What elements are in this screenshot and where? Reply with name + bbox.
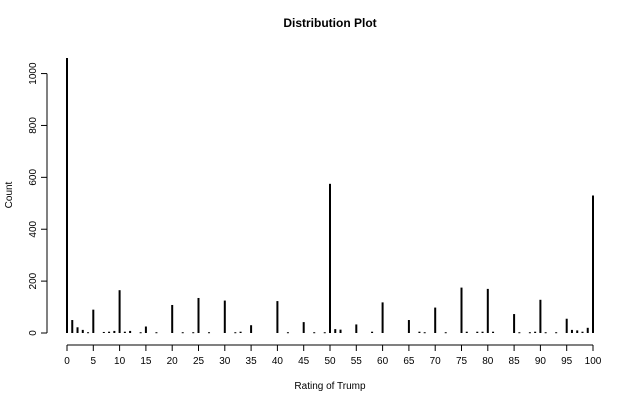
x-tick-label: 45 bbox=[298, 356, 310, 367]
bar bbox=[113, 330, 116, 333]
y-tick-label: 800 bbox=[28, 117, 39, 134]
chart-title: Distribution Plot bbox=[283, 16, 376, 30]
bar bbox=[555, 332, 558, 334]
bar bbox=[371, 331, 374, 333]
x-tick-label: 20 bbox=[167, 356, 179, 367]
bar bbox=[418, 331, 421, 333]
bar bbox=[465, 331, 468, 333]
bar bbox=[171, 304, 174, 333]
bar bbox=[581, 331, 584, 333]
x-tick-label: 25 bbox=[193, 356, 205, 367]
bar bbox=[528, 332, 531, 334]
bar bbox=[223, 300, 226, 333]
bar bbox=[329, 183, 331, 333]
bar bbox=[71, 320, 74, 333]
x-tick-label: 75 bbox=[456, 356, 468, 367]
bar bbox=[460, 287, 463, 333]
x-tick-label: 5 bbox=[91, 356, 97, 367]
bar bbox=[444, 332, 447, 334]
x-tick-label: 40 bbox=[272, 356, 284, 367]
bar bbox=[139, 332, 142, 334]
bar bbox=[108, 331, 111, 333]
bar bbox=[181, 332, 184, 334]
bar bbox=[355, 324, 358, 333]
x-tick-label: 85 bbox=[509, 356, 521, 367]
y-tick-label: 0 bbox=[28, 330, 39, 336]
bar bbox=[76, 327, 79, 333]
bars-group bbox=[66, 58, 594, 334]
y-tick-label: 600 bbox=[28, 169, 39, 186]
bar bbox=[302, 322, 305, 333]
bar bbox=[239, 331, 242, 333]
bar bbox=[592, 195, 594, 333]
bar bbox=[434, 307, 437, 333]
bar bbox=[339, 329, 342, 333]
bar bbox=[576, 330, 579, 333]
bar bbox=[534, 331, 537, 333]
bar bbox=[486, 288, 489, 333]
x-tick-label: 80 bbox=[482, 356, 494, 367]
bar bbox=[87, 332, 90, 334]
x-tick-label: 35 bbox=[246, 356, 258, 367]
bar bbox=[234, 332, 237, 334]
bar bbox=[313, 332, 316, 334]
bar bbox=[286, 332, 289, 334]
bar bbox=[81, 329, 84, 333]
x-axis-label: Rating of Trump bbox=[294, 381, 366, 392]
bar bbox=[565, 318, 568, 333]
x-tick-label: 90 bbox=[535, 356, 547, 367]
bar bbox=[192, 332, 195, 334]
x-tick-label: 95 bbox=[561, 356, 573, 367]
bar bbox=[323, 332, 326, 334]
bar bbox=[407, 320, 410, 333]
bar bbox=[513, 314, 516, 333]
x-axis: 0 5 10 15 20 25 30 35 40 45 50 55 60 65 70 75 80 85 90 95 10… bbox=[64, 344, 602, 367]
bar bbox=[123, 331, 126, 333]
bar bbox=[250, 325, 253, 333]
bar bbox=[518, 332, 521, 334]
bar bbox=[197, 297, 200, 333]
x-tick-label: 70 bbox=[430, 356, 442, 367]
x-tick-label: 50 bbox=[324, 356, 336, 367]
bar bbox=[102, 331, 105, 333]
bar bbox=[570, 329, 573, 333]
x-tick-label: 0 bbox=[64, 356, 70, 367]
bar bbox=[381, 302, 384, 333]
bar bbox=[276, 301, 279, 333]
y-axis-label: Count bbox=[4, 181, 15, 208]
x-tick-label: 10 bbox=[114, 356, 126, 367]
bar bbox=[66, 58, 68, 333]
x-tick-label: 100 bbox=[585, 356, 602, 367]
bar bbox=[476, 331, 479, 333]
y-tick-label: 400 bbox=[28, 220, 39, 237]
bar bbox=[129, 330, 132, 333]
bar bbox=[155, 332, 158, 334]
bar bbox=[334, 329, 337, 333]
bar bbox=[144, 326, 147, 333]
bar bbox=[208, 332, 211, 334]
bar bbox=[92, 309, 95, 333]
y-axis: 0 200 400 600 800 1000 bbox=[28, 62, 48, 336]
bar bbox=[544, 332, 547, 334]
bar bbox=[423, 332, 426, 334]
y-tick-label: 200 bbox=[28, 272, 39, 289]
x-tick-label: 60 bbox=[377, 356, 389, 367]
y-tick-label: 1000 bbox=[28, 62, 39, 85]
x-tick-label: 15 bbox=[140, 356, 152, 367]
bar bbox=[118, 290, 121, 333]
bar bbox=[539, 299, 542, 333]
x-tick-label: 55 bbox=[351, 356, 363, 367]
bar bbox=[586, 327, 589, 333]
x-tick-label: 30 bbox=[219, 356, 231, 367]
bar bbox=[492, 331, 495, 333]
bar bbox=[481, 331, 484, 333]
x-tick-label: 65 bbox=[403, 356, 415, 367]
